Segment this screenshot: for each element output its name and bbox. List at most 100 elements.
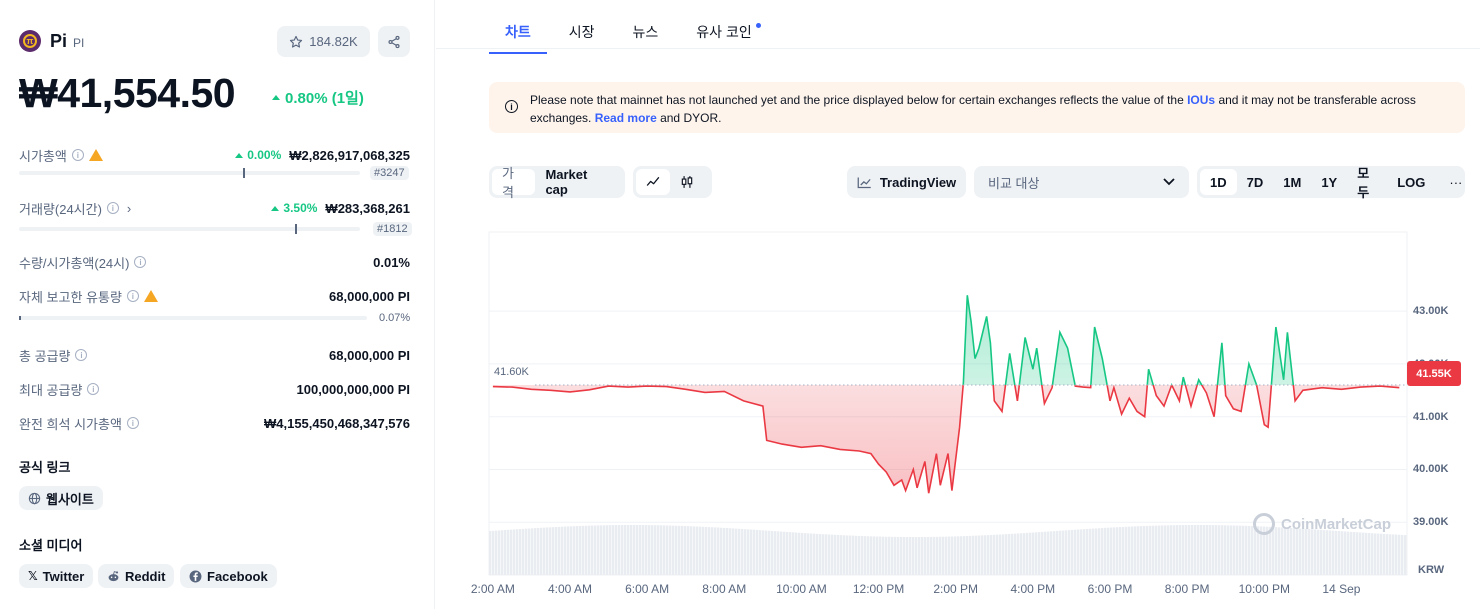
x-tick-label: 8:00 AM (702, 582, 747, 596)
info-icon[interactable]: i (75, 349, 88, 361)
market-cap-label: 시가총액 (19, 148, 67, 164)
volume-bar (1326, 530, 1329, 575)
warning-icon[interactable] (88, 149, 103, 161)
info-icon[interactable]: i (71, 149, 84, 161)
volume-bar (1212, 525, 1215, 575)
volume-bar (546, 527, 549, 575)
volume-bar (978, 535, 981, 575)
tab-similar-coins-label: 유사 코인 (696, 24, 752, 40)
volume-bar (1395, 534, 1398, 575)
volume-bar (1161, 525, 1164, 575)
tab-chart[interactable]: 차트 (489, 18, 547, 54)
volume-bar (687, 526, 690, 575)
tab-news[interactable]: 뉴스 (632, 24, 659, 40)
candlestick-button[interactable] (670, 169, 704, 195)
volume-bar (1251, 526, 1254, 575)
compare-select[interactable]: 비교 대상 (974, 166, 1189, 198)
watchlist-button[interactable]: 184.82K (277, 26, 370, 57)
share-button[interactable] (378, 26, 410, 57)
volume-bar (1185, 525, 1188, 575)
volume-bar (1005, 534, 1008, 575)
volume-bar (1368, 533, 1371, 575)
coin-name: Pi (50, 30, 68, 51)
volume-bar (1101, 528, 1104, 575)
chevron-right-icon[interactable]: › (126, 200, 132, 216)
ious-link[interactable]: IOUs (1187, 93, 1216, 107)
volume-bar (678, 525, 681, 575)
volume-bar (999, 534, 1002, 575)
volume-bar (795, 532, 798, 575)
facebook-link[interactable]: Facebook (180, 564, 277, 588)
volume-bar (921, 536, 924, 575)
stat-max-supply: 최대 공급량 i 100,000,000,000 PI (19, 380, 410, 398)
volume-bar (1074, 529, 1077, 575)
more-options-button[interactable]: ··· (1449, 174, 1463, 190)
volume-bar (867, 536, 870, 575)
volume-bar (834, 534, 837, 575)
volume-bar (651, 525, 654, 575)
tab-markets[interactable]: 시장 (568, 24, 595, 40)
coinmarketcap-watermark: CoinMarketCap (1253, 513, 1391, 535)
volume-bar (609, 525, 612, 575)
chevron-down-icon (1163, 178, 1175, 186)
volume-bar (789, 532, 792, 575)
chart-metric-toggle: 가격 Market cap (489, 166, 625, 200)
tab-similar-coins[interactable]: 유사 코인 (680, 18, 767, 54)
website-link[interactable]: 웹사이트 (19, 486, 103, 510)
volume-bar (930, 536, 933, 575)
info-icon[interactable]: i (134, 256, 147, 268)
info-icon[interactable]: i (87, 383, 100, 395)
log-scale-button[interactable]: LOG (1397, 174, 1426, 190)
warning-icon[interactable] (143, 290, 158, 302)
volume-bar (891, 536, 894, 575)
volume-bar (1062, 530, 1065, 575)
volume-bar (762, 530, 765, 575)
star-icon (290, 35, 303, 48)
fdv-label: 완전 희석 시가총액 (19, 416, 122, 432)
volume-bar (1053, 531, 1056, 575)
share-icon (388, 35, 400, 48)
info-icon[interactable]: i (106, 202, 119, 214)
volume-bar (702, 526, 705, 575)
volume-bar (1377, 533, 1380, 575)
volume-bar (624, 525, 627, 575)
info-icon[interactable]: i (126, 290, 139, 302)
volume-bar (1263, 526, 1266, 575)
volume-bar (669, 525, 672, 575)
tradingview-button[interactable]: TradingView (847, 166, 966, 198)
coin-price: ₩41,554.50 (19, 70, 236, 116)
range-all[interactable]: 모두 (1357, 166, 1370, 200)
notice-text-3: and DYOR. (656, 111, 722, 125)
volume-bar (660, 525, 663, 575)
volume-bar (1383, 533, 1386, 575)
price-tab[interactable]: 가격 (492, 166, 536, 200)
x-tick-label: 14 Sep (1322, 582, 1361, 596)
volume-bar (516, 529, 519, 575)
volume-bar (972, 535, 975, 575)
range-1m[interactable]: 1M (1283, 174, 1302, 190)
stat-total-supply: 총 공급량 i 68,000,000 PI (19, 346, 410, 364)
volume-bar (1341, 531, 1344, 575)
volume-bar (885, 536, 888, 575)
reddit-link[interactable]: Reddit (98, 564, 175, 588)
read-more-link[interactable]: Read more (594, 111, 657, 125)
volume-bar (1239, 525, 1242, 575)
volume-bar (558, 526, 561, 575)
twitter-link[interactable]: 𝕏 Twitter (19, 564, 94, 588)
market-cap-tab[interactable]: Market cap (545, 167, 588, 197)
volume-bar (849, 535, 852, 575)
info-icon[interactable]: i (126, 417, 139, 429)
volume-bar (633, 525, 636, 575)
volume-bar (1098, 528, 1101, 575)
range-1y[interactable]: 1Y (1321, 174, 1338, 190)
volume-bar (804, 533, 807, 575)
volume-bar (756, 529, 759, 575)
volume-bar (924, 536, 927, 575)
volume-bar (897, 536, 900, 575)
volume-bar (1269, 526, 1272, 575)
line-chart-button[interactable] (636, 169, 670, 195)
volume-bar (672, 525, 675, 575)
range-1d[interactable]: 1D (1200, 169, 1237, 195)
range-7d[interactable]: 7D (1246, 174, 1264, 190)
